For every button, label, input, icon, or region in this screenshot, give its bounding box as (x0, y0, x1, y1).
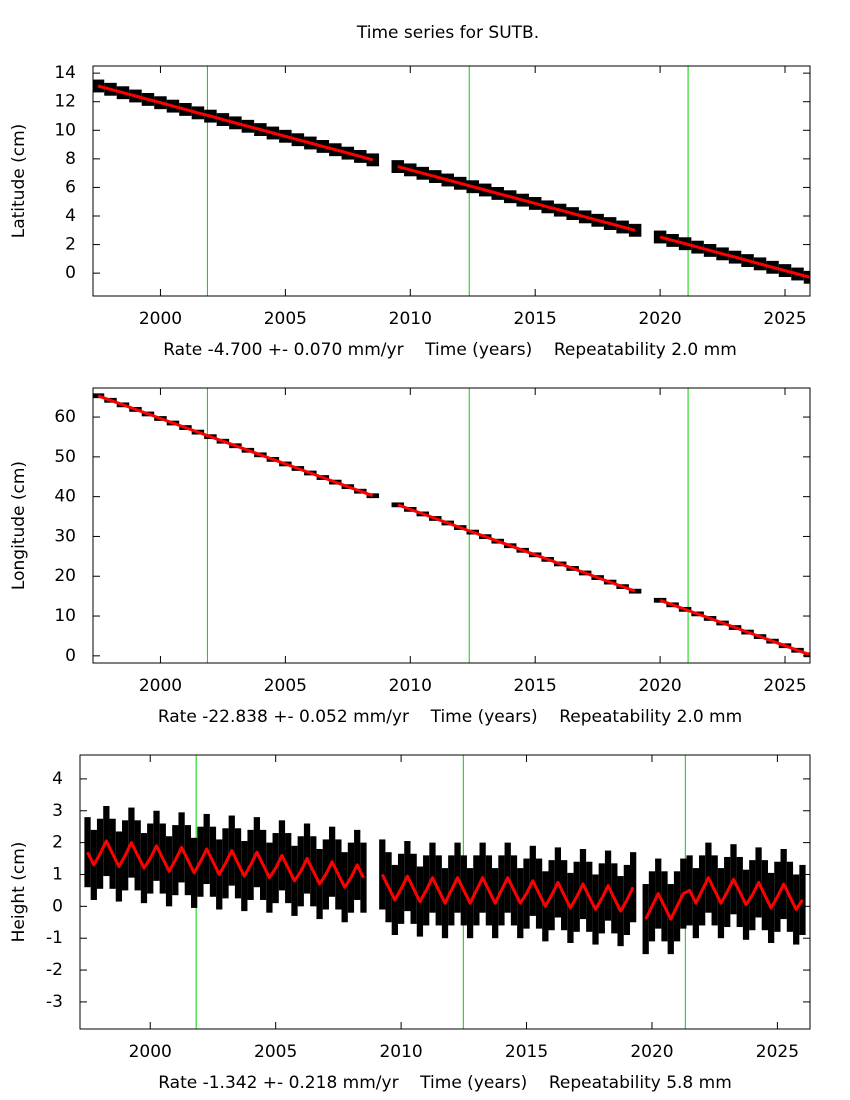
y-tick-label: 3 (52, 801, 63, 821)
plot-area (93, 66, 810, 296)
error-band (653, 597, 667, 603)
fit-line (97, 84, 810, 279)
x-axis-label: Rate -1.342 +- 0.218 mm/yr Time (years) … (158, 1073, 732, 1093)
y-tick-label: 14 (54, 63, 76, 83)
y-axis-label: Latitude (cm) (9, 124, 29, 239)
x-axis-label: Rate -22.838 +- 0.052 mm/yr Time (years)… (158, 707, 742, 727)
y-tick-label: 10 (54, 606, 76, 626)
y-tick-label: 0 (65, 263, 76, 283)
y-tick-label: -1 (46, 928, 63, 948)
x-tick-label: 2020 (630, 1042, 673, 1062)
y-tick-label: 30 (54, 526, 76, 546)
y-tick-label: 4 (52, 769, 63, 789)
plot-area (93, 388, 810, 663)
x-tick-label: 2005 (254, 1042, 297, 1062)
x-tick-label: 2005 (264, 676, 307, 696)
y-tick-label: 0 (65, 646, 76, 666)
error-band (84, 817, 91, 888)
error-band (391, 160, 405, 173)
error-band (366, 493, 380, 499)
x-tick-label: 2010 (389, 676, 432, 696)
y-tick-label: 20 (54, 566, 76, 586)
error-band (630, 852, 637, 923)
fit-line (97, 394, 810, 657)
y-axis-label: Height (cm) (9, 842, 29, 943)
x-axis-label: Rate -4.700 +- 0.070 mm/yr Time (years) … (163, 340, 737, 360)
error-band (628, 588, 642, 594)
y-tick-label: 50 (54, 447, 76, 467)
x-tick-label: 2005 (264, 309, 307, 329)
x-tick-label: 2000 (129, 1042, 172, 1062)
y-tick-label: 2 (65, 235, 76, 255)
y-tick-label: 10 (54, 120, 76, 140)
x-tick-label: 2025 (756, 1042, 799, 1062)
x-tick-label: 2010 (389, 309, 432, 329)
x-tick-label: 2020 (638, 676, 681, 696)
x-tick-label: 2015 (514, 676, 557, 696)
plot-frame (79, 754, 811, 1030)
y-tick-label: 4 (65, 206, 76, 226)
plot-frame (92, 387, 811, 664)
y-tick-label: 8 (65, 149, 76, 169)
y-tick-label: 40 (54, 487, 76, 507)
figure-title: Time series for SUTB. (356, 23, 539, 43)
error-band (628, 223, 642, 237)
error-band (379, 839, 386, 910)
fit-line (86, 839, 804, 921)
error-band (799, 864, 806, 936)
y-tick-label: -3 (46, 992, 63, 1012)
y-tick-label: 6 (65, 177, 76, 197)
y-tick-label: 12 (54, 92, 76, 112)
x-tick-label: 2025 (763, 676, 806, 696)
y-tick-label: 60 (54, 407, 76, 427)
plot-area (84, 755, 806, 1029)
y-tick-label: 2 (52, 833, 63, 853)
x-tick-label: 2025 (763, 309, 806, 329)
x-tick-label: 2015 (505, 1042, 548, 1062)
y-axis-label: Longitude (cm) (9, 461, 29, 590)
x-tick-label: 2020 (638, 309, 681, 329)
x-tick-label: 2010 (379, 1042, 422, 1062)
plot-frame (92, 65, 811, 297)
x-tick-label: 2000 (139, 676, 182, 696)
y-tick-label: -2 (46, 960, 63, 980)
y-tick-label: 0 (52, 896, 63, 916)
y-tick-label: 1 (52, 864, 63, 884)
x-tick-label: 2000 (139, 309, 182, 329)
x-tick-label: 2015 (514, 309, 557, 329)
